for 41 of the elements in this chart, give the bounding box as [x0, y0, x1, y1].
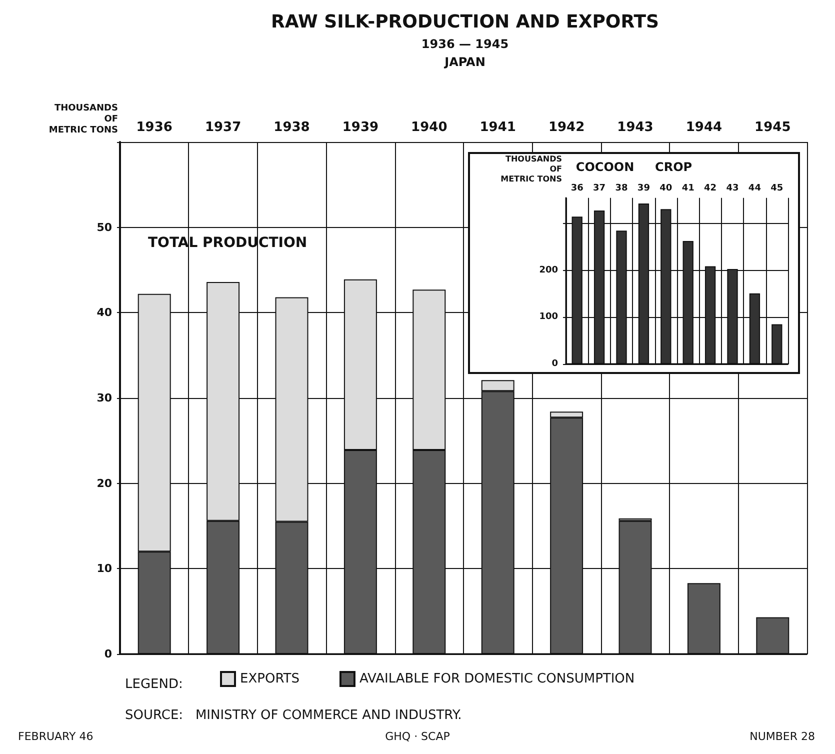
legend-label: EXPORTS	[240, 672, 300, 686]
x-tick-label: 1936	[136, 120, 172, 135]
y-tick-label: 40	[96, 306, 112, 320]
x-tick-label: 1942	[548, 120, 585, 135]
x-tick-label: 38	[615, 183, 628, 194]
y-tick-label: 30	[96, 392, 112, 404]
y-tick-label: 0	[104, 648, 112, 660]
x-tick-label: 1941	[480, 120, 516, 135]
x-tick-label: 1945	[754, 120, 791, 135]
x-tick-label: 1939	[342, 120, 379, 135]
x-tick-label: 45	[770, 183, 784, 194]
x-tick-label: 1944	[686, 120, 722, 135]
legend-title: LEGEND:	[125, 677, 183, 692]
y-tick-label: 50	[96, 220, 112, 234]
x-tick-label: 37	[593, 183, 606, 194]
x-tick-label: 36	[570, 183, 584, 194]
x-tick-label: 1943	[617, 120, 654, 135]
x-tick-label: 1937	[204, 120, 242, 135]
text: NUMBER 28	[750, 730, 815, 743]
x-tick-label: 41	[682, 183, 694, 194]
chart-subtitle: 1936 — 1945 JAPAN	[421, 37, 509, 69]
y-axis-title: THOUSANDS OF METRIC TONS	[500, 154, 562, 184]
x-tick-label: 39	[637, 183, 650, 194]
x-tick-label: 43	[726, 183, 739, 194]
y-tick-label: 20	[96, 476, 112, 490]
y-tick-label: 0	[552, 359, 558, 369]
x-tick-label: 40	[660, 183, 672, 194]
x-tick-label: 42	[704, 183, 717, 194]
chart-title: RAW SILK-PRODUCTION AND EXPORTS	[271, 12, 659, 32]
y-axis-title: THOUSANDS OF METRIC TONS	[48, 104, 118, 136]
chart-title: COCOON CROP	[576, 160, 692, 174]
y-tick-label: 10	[96, 562, 112, 576]
y-tick-label: 100	[539, 312, 558, 322]
x-tick-label: 1938	[274, 120, 310, 135]
text: GHQ · SCAP	[385, 730, 450, 743]
legend-label: AVAILABLE FOR DOMESTIC CONSUMPTION	[359, 672, 635, 686]
text: FEBRUARY 46	[18, 730, 94, 743]
x-tick-label: 44	[748, 183, 761, 194]
source-note: SOURCE: MINISTRY OF COMMERCE AND INDUSTRY.	[125, 708, 462, 723]
x-tick-label: 1940	[411, 120, 448, 135]
y-tick-label: 200	[539, 265, 558, 276]
